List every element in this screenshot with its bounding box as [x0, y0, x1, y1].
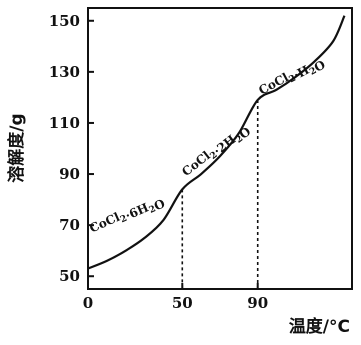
solubility-curve: [87, 15, 346, 270]
y-tick-label: 110: [49, 114, 80, 132]
phase-annotation: CoCl2·2H2O: [179, 120, 253, 184]
x-tick-label: 50: [172, 294, 193, 312]
y-tick-label: 50: [59, 267, 80, 285]
annotation-subscript: 2: [288, 74, 298, 86]
y-tick-label: 150: [49, 12, 80, 30]
annotation-text: ·6H: [123, 200, 151, 223]
annotation-subscript: 2: [119, 214, 129, 226]
annotation-text: CoCl: [256, 70, 291, 97]
plot-frame: [87, 7, 353, 290]
x-tick-label: 90: [247, 294, 268, 312]
annotation-subscript: 2: [234, 134, 245, 146]
phase-annotation: CoCl2·6H2O: [87, 191, 167, 241]
y-tick-label: 70: [59, 216, 80, 234]
annotation-text: ·H: [291, 63, 311, 83]
y-tick-label: 130: [49, 63, 80, 81]
x-tick-label: 0: [83, 294, 93, 312]
annotation-text: CoCl: [179, 148, 213, 179]
x-axis-label: 温度/°C: [289, 316, 350, 337]
phase-annotation: CoCl2·H2O: [256, 52, 327, 103]
y-axis-label: 溶解度/g: [6, 113, 27, 182]
annotation-text: CoCl: [87, 210, 122, 236]
annotation-subscript: 2: [308, 66, 318, 78]
annotation-text: O: [152, 196, 167, 213]
y-tick-label: 90: [59, 165, 80, 183]
annotation-subscript: 2: [209, 150, 220, 162]
annotation-subscript: 2: [148, 204, 158, 216]
